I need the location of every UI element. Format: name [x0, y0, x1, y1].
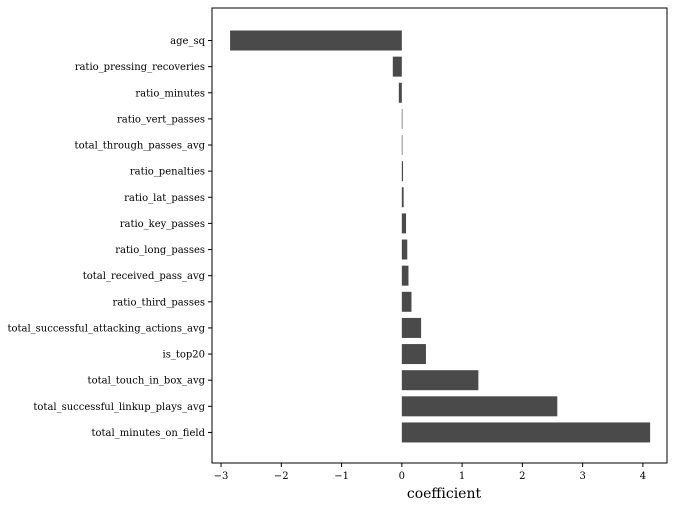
y-tick-label: total_through_passes_avg — [75, 141, 206, 152]
y-tick-label: ratio_pressing_recoveries — [75, 62, 205, 73]
bar-total_minutes_on_field — [401, 422, 651, 443]
x-tick-label: 0 — [399, 471, 405, 482]
y-tick-label: ratio_key_passes — [120, 219, 205, 230]
y-tick-label: total_touch_in_box_avg — [88, 376, 206, 387]
x-tick-label: 3 — [579, 471, 585, 482]
x-tick-label: −1 — [334, 471, 349, 482]
bar-total_touch_in_box_avg — [401, 370, 479, 391]
bar-is_top20 — [401, 344, 426, 365]
y-tick-label: ratio_penalties — [130, 167, 205, 178]
y-tick-label: total_received_pass_avg — [83, 271, 206, 282]
y-tick-label: total_successful_attacking_actions_avg — [7, 323, 205, 334]
y-tick-label: total_minutes_on_field — [92, 428, 206, 439]
bar-ratio_vert_passes — [401, 108, 403, 129]
bar-ratio_pressing_recoveries — [392, 56, 402, 77]
bars-group — [230, 30, 651, 443]
y-axis: age_sq ratio_pressing_recoveries ratio_min… — [7, 36, 212, 439]
y-tick-label: ratio_third_passes — [113, 297, 206, 308]
x-tick-label: −3 — [214, 471, 229, 482]
bar-ratio_key_passes — [401, 213, 407, 234]
y-tick-label: age_sq — [170, 36, 205, 47]
bar-total_successful_linkup_plays_avg — [401, 396, 558, 417]
y-tick-label: ratio_long_passes — [115, 245, 205, 256]
y-tick-label: ratio_lat_passes — [124, 193, 205, 204]
x-axis: −3 −2 −1 0 1 2 3 4 — [214, 463, 646, 482]
bar-total_received_pass_avg — [401, 265, 409, 286]
y-tick-label: is_top20 — [163, 350, 206, 361]
x-tick-label: 4 — [640, 471, 646, 482]
x-tick-label: 2 — [519, 471, 525, 482]
bar-ratio_third_passes — [401, 291, 412, 312]
y-tick-label: total_successful_linkup_plays_avg — [33, 402, 205, 413]
bar-ratio_penalties — [401, 161, 404, 182]
bar-ratio_lat_passes — [401, 187, 404, 208]
bar-ratio_minutes — [398, 82, 402, 103]
y-tick-label: ratio_vert_passes — [117, 114, 205, 125]
y-tick-label: ratio_minutes — [135, 88, 205, 99]
bar-age_sq — [230, 30, 402, 51]
bar-total_through_passes_avg — [401, 135, 403, 156]
bar-total_successful_attacking_actions_avg — [401, 317, 422, 338]
x-tick-label: −2 — [274, 471, 289, 482]
x-tick-label: 1 — [459, 471, 465, 482]
x-axis-title: coefficient — [407, 486, 482, 502]
bar-ratio_long_passes — [401, 239, 408, 260]
plot-area-frame — [211, 7, 668, 464]
